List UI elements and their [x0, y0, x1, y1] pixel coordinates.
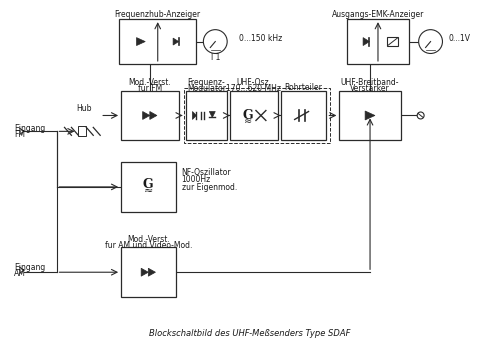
Text: ≈: ≈ [244, 117, 252, 126]
Text: UHF-Osz.: UHF-Osz. [236, 78, 272, 87]
Text: zur Eigenmod.: zur Eigenmod. [182, 184, 237, 192]
Polygon shape [210, 112, 216, 118]
Text: G: G [242, 109, 254, 122]
Text: 1000Hz: 1000Hz [182, 176, 211, 185]
Text: UHF-Breitband-: UHF-Breitband- [341, 78, 400, 87]
Bar [121, 91, 178, 140]
Polygon shape [142, 112, 150, 119]
Text: 0...150 kHz: 0...150 kHz [239, 34, 282, 43]
Text: Eingang: Eingang [14, 124, 45, 133]
Text: NF-Oszillator: NF-Oszillator [182, 167, 231, 177]
Bar [119, 19, 196, 64]
Bar [184, 88, 330, 143]
Polygon shape [141, 268, 148, 276]
Bar [340, 91, 401, 140]
Text: Ausgangs-EMK-Anzeiger: Ausgangs-EMK-Anzeiger [332, 10, 424, 19]
Text: Modulator: Modulator [187, 84, 226, 93]
Circle shape [418, 30, 442, 53]
Text: ≈: ≈ [144, 186, 153, 196]
Circle shape [204, 30, 227, 53]
Text: Mod.-Verst.: Mod.-Verst. [127, 235, 170, 244]
Bar [186, 91, 227, 140]
Bar [388, 37, 398, 46]
Text: G: G [143, 178, 154, 191]
Circle shape [417, 112, 424, 119]
Bar [281, 91, 326, 140]
Polygon shape [173, 38, 178, 45]
Polygon shape [192, 112, 196, 119]
Text: für FM: für FM [138, 84, 162, 93]
Text: fur AM und Video-Mod.: fur AM und Video-Mod. [104, 241, 192, 250]
Text: AM: AM [14, 269, 26, 278]
Text: Frequenz-: Frequenz- [188, 78, 225, 87]
Text: 0...1V: 0...1V [448, 34, 470, 43]
Text: Verstärker: Verstärker [350, 84, 390, 93]
Polygon shape [363, 38, 370, 46]
Polygon shape [136, 38, 145, 46]
Polygon shape [148, 268, 156, 276]
Text: FM: FM [14, 130, 25, 139]
Bar [347, 19, 408, 64]
Bar [121, 162, 176, 212]
Polygon shape [150, 112, 157, 119]
Text: Eingang: Eingang [14, 263, 45, 272]
Text: Blockschaltbild des UHF-Meßsenders Type SDAF: Blockschaltbild des UHF-Meßsenders Type … [149, 329, 351, 338]
Polygon shape [365, 111, 375, 120]
Bar [78, 126, 86, 136]
Text: Mod.-Verst.: Mod.-Verst. [128, 78, 171, 87]
Text: Hub: Hub [76, 104, 92, 113]
Text: I 1: I 1 [210, 53, 220, 62]
Bar [230, 91, 278, 140]
Text: Rohrteiler: Rohrteiler [284, 83, 323, 92]
Text: Frequenzhub-Anzeiger: Frequenzhub-Anzeiger [114, 10, 201, 19]
Text: 170...620 MHz: 170...620 MHz [226, 84, 281, 93]
Bar [121, 247, 176, 297]
